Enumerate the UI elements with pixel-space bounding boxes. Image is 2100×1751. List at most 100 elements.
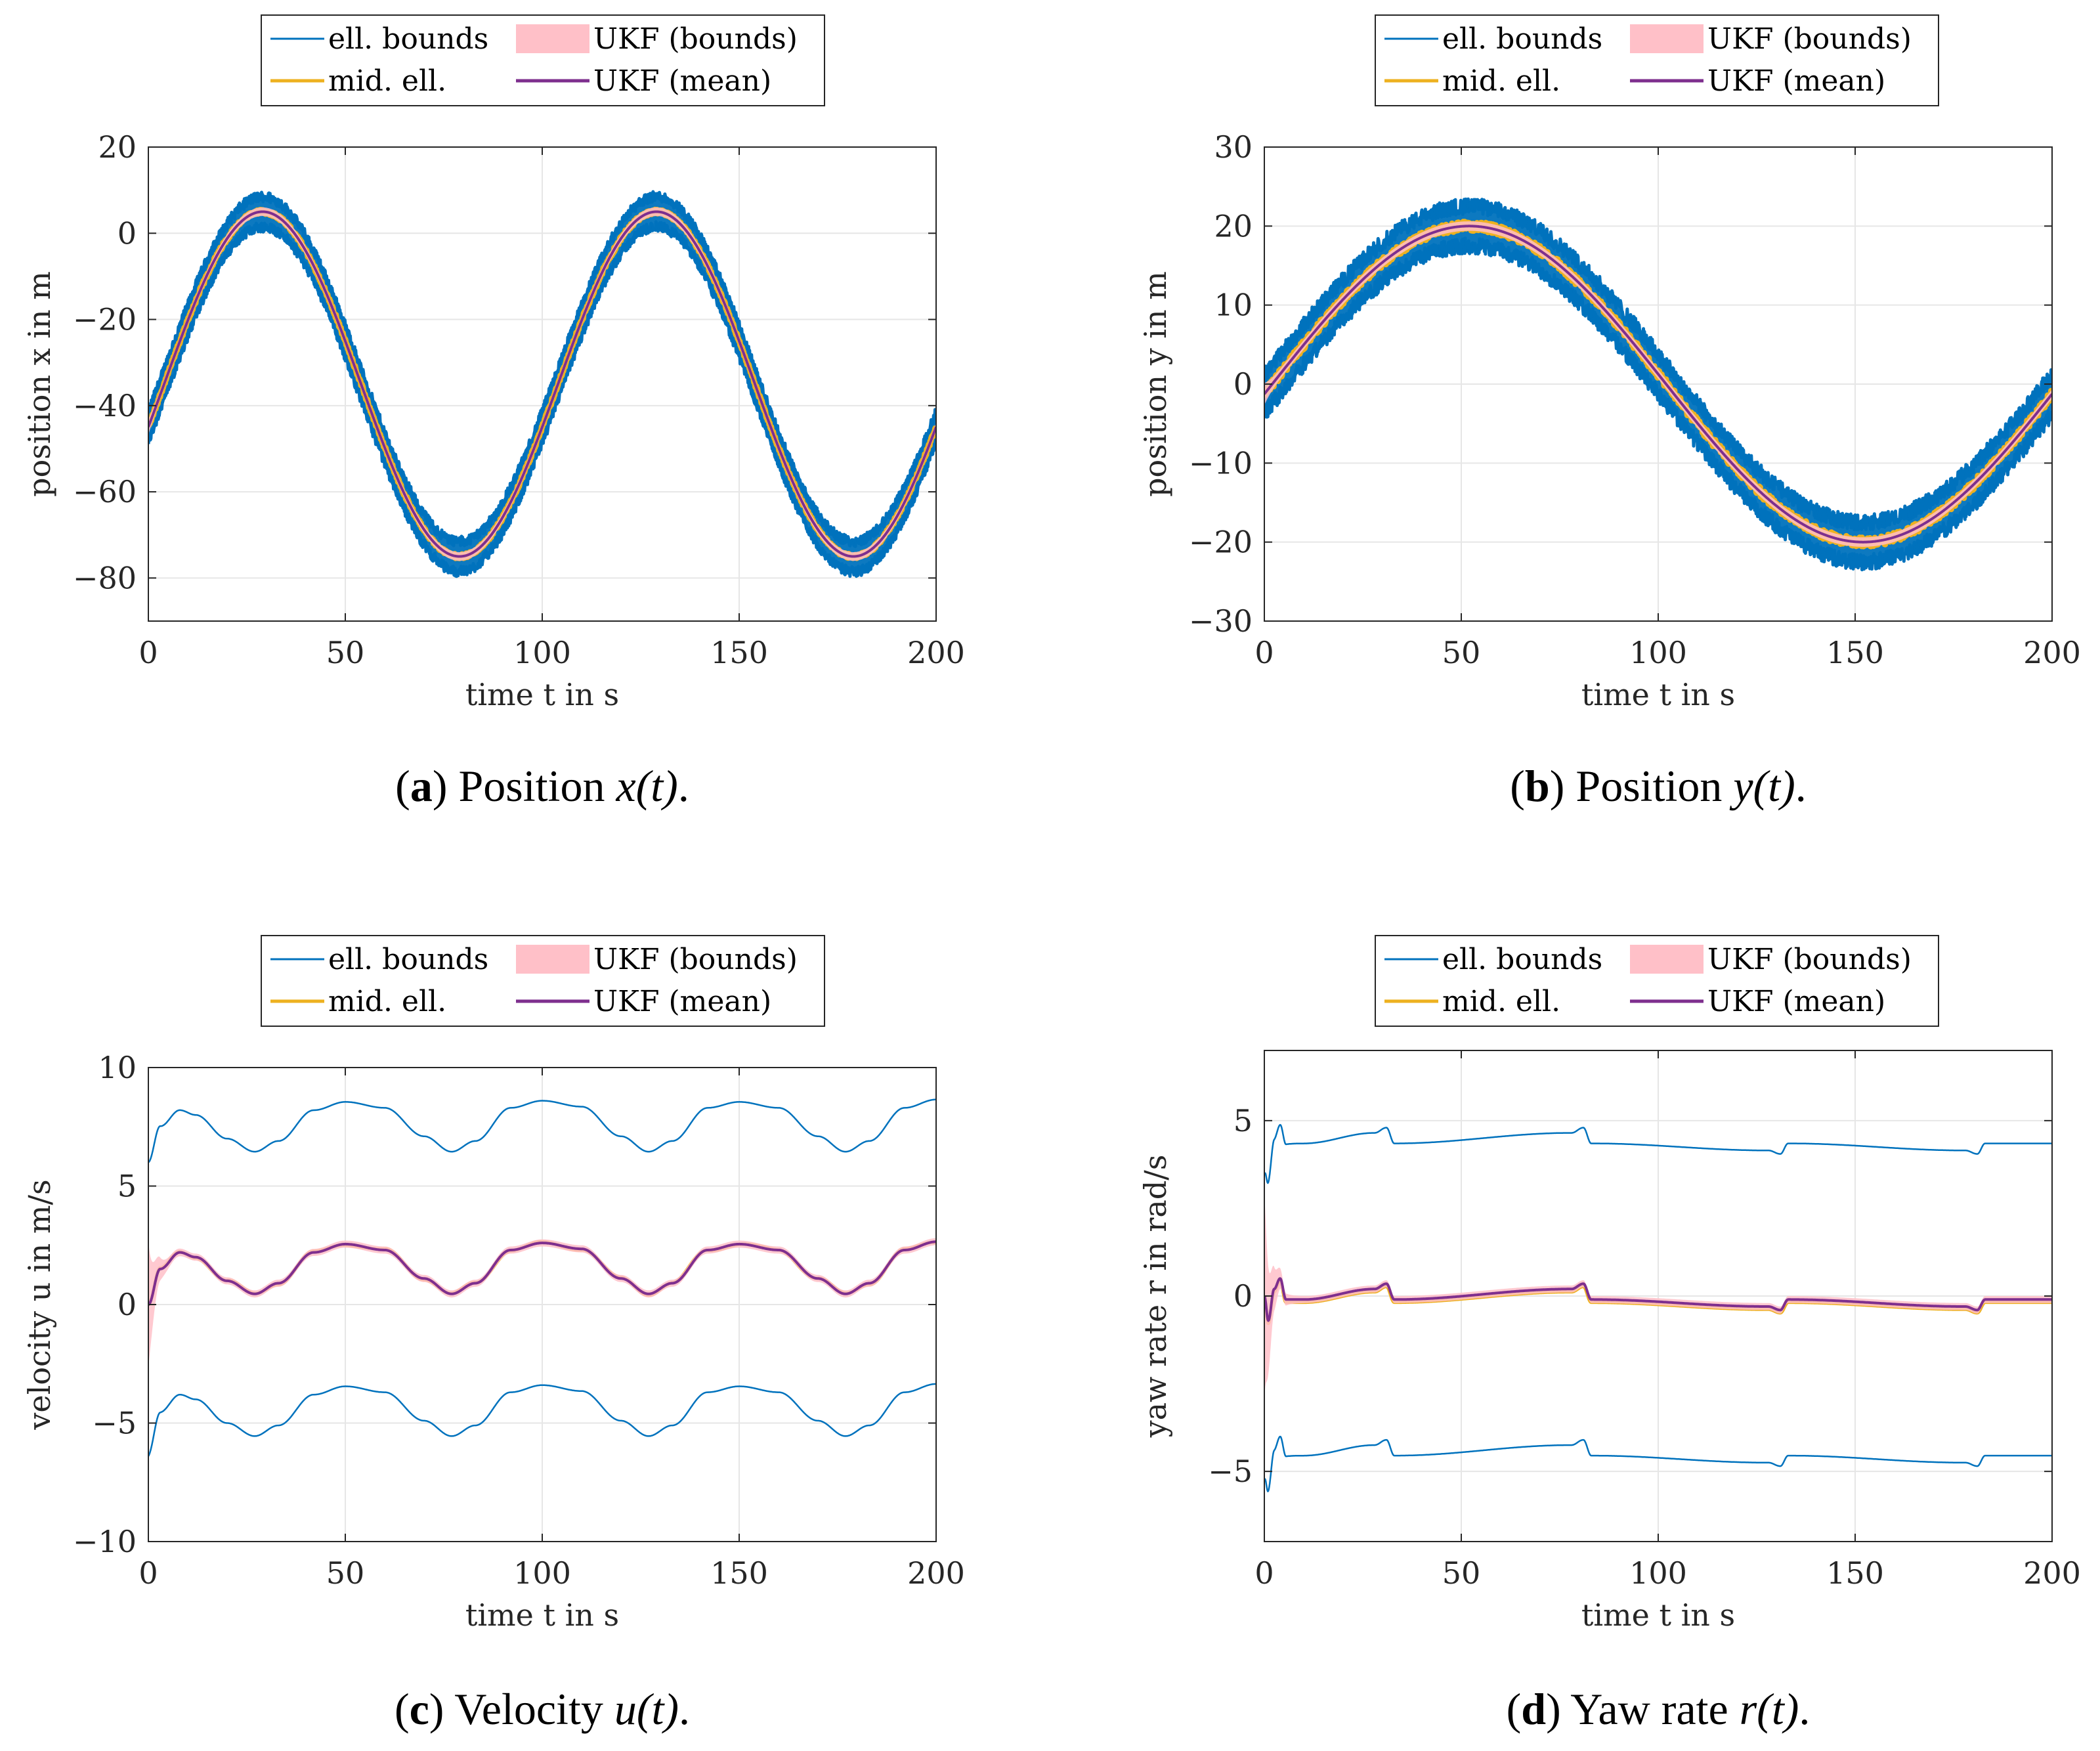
x-tick-label: 50 [1442,635,1481,670]
y-tick-label: −10 [1189,445,1253,481]
x-axis-label: time t in s [465,1597,619,1633]
x-tick-label: 100 [513,1555,571,1591]
y-tick-label: 5 [118,1169,137,1204]
subfigure-caption: (a) Position x(t). [395,761,689,811]
legend: ell. bounds mid. ell. UKF (bounds) UKF (mea… [261,935,825,1027]
ukf-mean-line [148,1240,936,1306]
caption-paren-open: ( [395,761,410,811]
y-tick-label: −80 [73,560,137,595]
chart-b: 0 50 100 150 200 −30 −20 −10 0 10 20 30 time t in s p… [1138,14,2081,811]
y-tick-label: 0 [1233,1278,1253,1314]
y-tick-label: −60 [73,474,137,509]
y-tick-label: 0 [1233,366,1253,402]
legend-ukf-mean-label: UKF (mean) [593,985,771,1018]
legend-ukf-bounds-swatch [1630,24,1704,53]
ell-bounds-lower-line [148,1383,936,1457]
caption-variable: x(t) [615,761,677,811]
y-tick-label: 5 [1233,1103,1253,1138]
x-tick-label: 150 [710,635,768,670]
y-tick-label: 0 [118,1287,137,1322]
y-axis-label: yaw rate r in rad/s [1138,1155,1173,1438]
x-tick-label: 150 [1826,1555,1884,1591]
y-tick-label: −5 [1208,1454,1253,1489]
x-axis-label: time t in s [1581,677,1735,712]
ukf-mean-line [1264,1277,2052,1322]
x-tick-label: 200 [907,1555,965,1591]
caption-space [1728,1684,1740,1734]
x-tick-label: 150 [710,1555,768,1591]
y-tick-label: −5 [92,1406,137,1441]
caption-text: Velocity [454,1684,603,1734]
ukf-mean-line [1264,225,2052,544]
ukf-mean-line [148,210,936,558]
y-tick-label: −20 [1189,525,1253,560]
ell-bounds-fill [1264,199,2052,570]
caption-period: . [1799,1684,1810,1734]
legend-mid-ell-label: mid. ell. [328,985,446,1018]
legend-ell-bounds-label: ell. bounds [1442,22,1602,56]
caption-paren-close: ) [429,1684,454,1734]
y-tick-label: −30 [1189,603,1253,639]
subfigure-caption: (b) Position y(t). [1510,761,1806,811]
legend-ukf-bounds-swatch [516,945,589,974]
y-tick-label: 20 [1214,208,1253,244]
subfigure-caption: (d) Yaw rate r(t). [1507,1684,1811,1734]
caption-space [603,1684,614,1734]
y-axis-label: position x in m [22,271,57,497]
caption-paren-close: ) [1546,1684,1570,1734]
x-tick-label: 0 [139,1555,158,1591]
caption-variable: r(t) [1740,1684,1799,1734]
ukf-bounds-band [1264,1194,2052,1398]
caption-letter: d [1521,1684,1546,1734]
y-tick-label: −40 [73,388,137,423]
caption-space [1722,761,1733,811]
x-tick-label: 150 [1826,635,1884,670]
legend: ell. bounds mid. ell. UKF (bounds) UKF (mea… [1375,14,1939,106]
x-tick-label: 50 [326,1555,365,1591]
x-axis-label: time t in s [1581,1597,1735,1633]
legend: ell. bounds mid. ell. UKF (bounds) UKF (mea… [261,14,825,106]
legend-ukf-mean-label: UKF (mean) [1707,985,1885,1018]
caption-paren-open: ( [1507,1684,1522,1734]
legend-ukf-bounds-label: UKF (bounds) [593,943,798,976]
caption-letter: b [1525,761,1550,811]
x-tick-label: 100 [1629,1555,1687,1591]
y-tick-label: −20 [73,302,137,337]
legend-ell-bounds-label: ell. bounds [328,943,488,976]
x-tick-label: 0 [139,635,158,670]
legend-ukf-bounds-label: UKF (bounds) [1707,943,1912,976]
y-tick-label: 0 [118,215,137,251]
caption-space [605,761,616,811]
caption-text: Position [1575,761,1722,811]
ukf-bounds-band [148,207,936,561]
ell-bounds-upper-line [148,1098,936,1163]
x-tick-label: 200 [2023,635,2081,670]
y-tick-label: 30 [1214,129,1253,165]
caption-text: Yaw rate [1570,1684,1728,1734]
grid [1264,1050,2052,1542]
caption-text: Position [458,761,605,811]
y-tick-label: −10 [73,1524,137,1559]
x-tick-label: 200 [907,635,965,670]
legend-mid-ell-label: mid. ell. [1442,64,1560,98]
y-tick-label: 10 [98,1050,137,1085]
caption-paren-close: ) [1550,761,1576,811]
caption-period: . [678,761,689,811]
caption-paren-close: ) [433,761,459,811]
legend-ukf-bounds-swatch [1630,945,1704,974]
x-tick-label: 100 [1629,635,1687,670]
caption-period: . [1795,761,1807,811]
x-tick-label: 200 [2023,1555,2081,1591]
caption-paren-open: ( [395,1684,410,1734]
ell-bounds-lower-line [1264,1435,2052,1492]
legend-ukf-mean-label: UKF (mean) [1707,64,1885,98]
x-tick-label: 50 [326,635,365,670]
series-group [1264,197,2052,572]
series-group [148,190,936,578]
legend-mid-ell-label: mid. ell. [328,64,446,98]
ell-bounds-fill [148,192,936,576]
subfigure-caption: (c) Velocity u(t). [395,1684,690,1734]
legend: ell. bounds mid. ell. UKF (bounds) UKF (mea… [1375,935,1939,1027]
legend-mid-ell-label: mid. ell. [1442,985,1560,1018]
